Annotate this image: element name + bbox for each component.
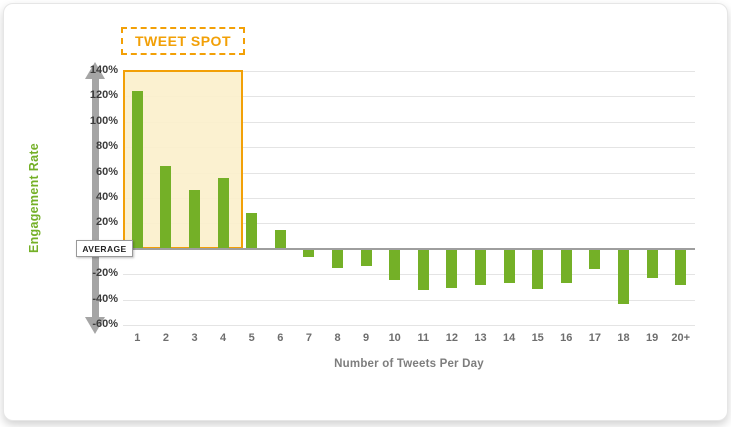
x-tick-label: 14 xyxy=(502,332,516,344)
bar-1 xyxy=(131,91,143,249)
bar-5 xyxy=(246,213,258,249)
bar-20+ xyxy=(675,249,687,286)
x-tick-label: 13 xyxy=(474,332,487,344)
arrow-up-icon xyxy=(85,62,105,79)
gridline xyxy=(123,96,695,98)
x-tick-label: 16 xyxy=(560,332,573,344)
gridline xyxy=(123,223,695,225)
x-tick-label: 19 xyxy=(645,332,659,344)
x-tick-label: 11 xyxy=(417,332,430,344)
bar-17 xyxy=(589,249,601,269)
y-tick-label: 120% xyxy=(89,89,118,102)
x-tick-label: 8 xyxy=(334,332,341,344)
average-badge: AVERAGE xyxy=(76,240,133,258)
bar-10 xyxy=(389,249,401,281)
zero-axis-line xyxy=(123,247,695,250)
x-tick-label: 9 xyxy=(363,332,370,344)
gridline xyxy=(123,325,695,326)
y-tick-label: -20% xyxy=(92,267,118,280)
x-tick-label: 1 xyxy=(134,332,141,344)
x-tick-label: 4 xyxy=(220,332,227,344)
bar-13 xyxy=(475,249,486,286)
bar-2 xyxy=(160,166,172,249)
gridline xyxy=(123,147,695,149)
bar-6 xyxy=(274,229,286,249)
bar-14 xyxy=(503,249,515,283)
bar-8 xyxy=(332,249,343,268)
gridline xyxy=(123,274,695,276)
x-axis-title: Number of Tweets Per Day xyxy=(334,358,484,370)
y-axis-labels: 140% 120% 100% 80% 60% 40% 20% -20% -40% -60% xyxy=(38,64,118,330)
gridline xyxy=(123,71,695,72)
bar-4 xyxy=(217,177,229,249)
x-tick-label: 2 xyxy=(162,332,169,344)
gridline xyxy=(123,299,695,301)
bar-12 xyxy=(446,249,458,288)
y-tick-label: -40% xyxy=(92,292,118,305)
y-tick-label: -60% xyxy=(92,318,118,330)
y-tick-label: 100% xyxy=(89,114,118,127)
bar-19 xyxy=(646,249,658,278)
y-tick-label: 60% xyxy=(95,165,118,178)
gridline xyxy=(123,121,695,123)
bar-9 xyxy=(360,249,372,267)
x-tick-label: 18 xyxy=(617,332,630,344)
gridline xyxy=(123,172,695,174)
arrow-down-icon xyxy=(85,317,105,334)
bar-11 xyxy=(417,249,429,291)
plot-area xyxy=(123,70,695,326)
x-tick-label: 7 xyxy=(305,332,312,344)
y-tick-label: 40% xyxy=(95,191,118,203)
bar-3 xyxy=(189,190,200,249)
x-tick-label: 6 xyxy=(277,332,284,344)
arrow-shaft xyxy=(92,78,99,318)
x-tick-label: 3 xyxy=(191,332,198,344)
tweet-spot-label-box: TWEET SPOT xyxy=(121,27,245,55)
x-tick-label: 17 xyxy=(588,332,602,344)
x-tick-label: 15 xyxy=(531,332,544,344)
y-tick-label: 20% xyxy=(95,216,118,229)
y-tick-label: 140% xyxy=(89,64,118,76)
gridline xyxy=(123,198,695,199)
x-tick-label: 5 xyxy=(248,332,255,344)
y-tick-label: 80% xyxy=(95,140,118,153)
x-tick-label: 20+ xyxy=(671,332,691,344)
bar-18 xyxy=(618,249,629,305)
tweet-spot-label: TWEET SPOT xyxy=(135,33,231,49)
x-tick-label: 12 xyxy=(445,332,459,344)
bar-7 xyxy=(303,249,315,258)
chart-card: TWEET SPOT Engagement Rate 140% 120% 100% 8… xyxy=(3,3,728,421)
bar-15 xyxy=(532,249,544,290)
bar-16 xyxy=(560,249,572,283)
x-tick-label: 10 xyxy=(388,332,401,344)
x-axis-labels: 1 2 3 4 5 6 7 8 9 10 11 12 13 14 15 16 17 18 19 20+ xyxy=(123,332,695,346)
